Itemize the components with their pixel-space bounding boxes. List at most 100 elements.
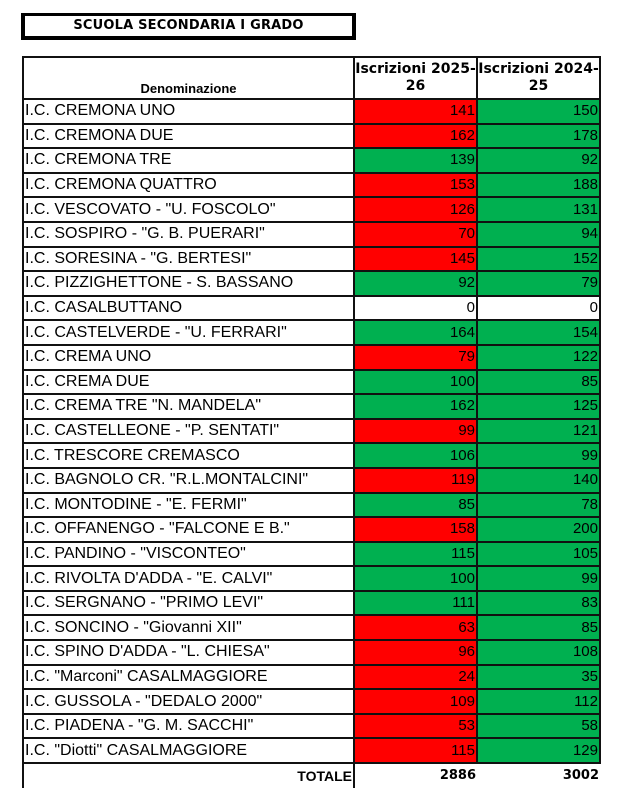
enrollment-2025-26: 158	[353, 516, 478, 543]
enrollment-2025-26: 85	[353, 491, 478, 519]
enrollment-2025-26: 109	[353, 688, 478, 715]
enrollment-2024-25: 150	[476, 98, 601, 125]
total-row: TOTALE 2886 3002	[22, 763, 600, 789]
table-row: I.C. PIZZIGHETTONE - S. BASSANO 92 79	[22, 270, 601, 297]
table-row: I.C. CASTELLEONE - "P. SENTATI" 99 121	[22, 417, 601, 445]
header-2025-26: Iscrizioni 2025-26	[353, 56, 478, 100]
enrollment-2025-26: 164	[353, 319, 478, 346]
enrollment-2024-25: 85	[476, 368, 601, 396]
school-name: I.C. CREMONA UNO	[22, 98, 355, 125]
enrollment-2024-25: 108	[476, 639, 601, 666]
enrollment-2024-25: 200	[476, 516, 601, 543]
table-row: I.C. CREMA TRE "N. MANDELA" 162 125	[22, 393, 601, 420]
school-name: I.C. RIVOLTA D'ADDA - "E. CALVI"	[22, 565, 355, 592]
table-row: I.C. SPINO D'ADDA - "L. CHIESA" 96 108	[22, 639, 601, 666]
enrollment-2025-26: 63	[353, 614, 478, 642]
table-row: I.C. OFFANENGO - "FALCONE E B." 158 200	[22, 516, 601, 543]
header-denominazione: Denominazione	[22, 56, 355, 100]
enrollment-2025-26: 79	[353, 343, 478, 371]
table-row: I.C. TRESCORE CREMASCO 106 99	[22, 442, 601, 469]
school-name: I.C. CASALBUTTANO	[22, 294, 355, 322]
enrollment-2025-26: 126	[353, 196, 478, 223]
enrollment-2025-26: 96	[353, 639, 478, 666]
school-name: I.C. PANDINO - "VISCONTEO"	[22, 540, 355, 568]
table-row: I.C. CREMONA DUE 162 178	[22, 122, 601, 150]
table-row: I.C. CASALBUTTANO 0 0	[22, 294, 601, 322]
school-name: I.C. SPINO D'ADDA - "L. CHIESA"	[22, 639, 355, 666]
table-row: I.C. "Marconi" CASALMAGGIORE 24 35	[22, 663, 601, 691]
school-name: I.C. SONCINO - "Giovanni XII"	[22, 614, 355, 642]
enrollment-2025-26: 115	[353, 540, 478, 568]
enrollment-2024-25: 154	[476, 319, 601, 346]
total-label: TOTALE	[22, 763, 355, 789]
total-2024-25: 3002	[562, 768, 599, 784]
school-name: I.C. TRESCORE CREMASCO	[22, 442, 355, 469]
school-name: I.C. CASTELLEONE - "P. SENTATI"	[22, 417, 355, 445]
enrollment-2024-25: 92	[476, 147, 601, 174]
enrollment-2024-25: 140	[476, 466, 601, 494]
enrollment-2025-26: 119	[353, 466, 478, 494]
table-row: I.C. SERGNANO - "PRIMO LEVI" 111 83	[22, 589, 601, 617]
school-name: I.C. CREMONA TRE	[22, 147, 355, 174]
school-name: I.C. SERGNANO - "PRIMO LEVI"	[22, 589, 355, 617]
school-name: I.C. CREMONA QUATTRO	[22, 171, 355, 199]
table-row: I.C. CREMA UNO 79 122	[22, 343, 601, 371]
enrollment-2024-25: 94	[476, 220, 601, 248]
school-name: I.C. GUSSOLA - "DEDALO 2000"	[22, 688, 355, 715]
table-row: I.C. GUSSOLA - "DEDALO 2000" 109 112	[22, 688, 601, 715]
header-2024-25-label: Iscrizioni 2024-25	[478, 61, 599, 94]
table-row: I.C. SONCINO - "Giovanni XII" 63 85	[22, 614, 601, 642]
header-2024-25: Iscrizioni 2024-25	[476, 56, 601, 100]
school-name: I.C. SOSPIRO - "G. B. PUERARI"	[22, 220, 355, 248]
enrollment-2024-25: 131	[476, 196, 601, 223]
table-row: I.C. BAGNOLO CR. "R.L.MONTALCINI" 119 140	[22, 466, 601, 494]
header-row: Denominazione Iscrizioni 2025-26 Iscrizi…	[22, 56, 601, 100]
school-name: I.C. CREMA UNO	[22, 343, 355, 371]
enrollment-2024-25: 58	[476, 712, 601, 740]
table-row: I.C. CASTELVERDE - "U. FERRARI" 164 154	[22, 319, 601, 346]
enrollment-2025-26: 24	[353, 663, 478, 691]
enrollment-2024-25: 79	[476, 270, 601, 297]
school-name: I.C. CASTELVERDE - "U. FERRARI"	[22, 319, 355, 346]
enrollment-2024-25: 188	[476, 171, 601, 199]
school-name: I.C. CREMA DUE	[22, 368, 355, 396]
enrollment-2024-25: 121	[476, 417, 601, 445]
enrollment-2024-25: 83	[476, 589, 601, 617]
enrollment-2025-26: 162	[353, 393, 478, 420]
enrollment-2025-26: 145	[353, 245, 478, 273]
enrollment-2024-25: 112	[476, 688, 601, 715]
school-name: I.C. SORESINA - "G. BERTESI"	[22, 245, 355, 273]
enrollment-2025-26: 53	[353, 712, 478, 740]
enrollment-2025-26: 100	[353, 368, 478, 396]
school-name: I.C. MONTODINE - "E. FERMI"	[22, 491, 355, 519]
enrollment-2025-26: 106	[353, 442, 478, 469]
total-2025-26: 2886	[439, 768, 476, 784]
school-name: I.C. OFFANENGO - "FALCONE E B."	[22, 516, 355, 543]
school-name: I.C. CREMA TRE "N. MANDELA"	[22, 393, 355, 420]
enrollment-2025-26: 139	[353, 147, 478, 174]
enrollment-2024-25: 78	[476, 491, 601, 519]
enrollment-2025-26: 115	[353, 737, 478, 765]
table-row: I.C. CREMONA QUATTRO 153 188	[22, 171, 601, 199]
table-row: I.C. VESCOVATO - "U. FOSCOLO" 126 131	[22, 196, 601, 223]
enrollment-2024-25: 122	[476, 343, 601, 371]
enrollment-2025-26: 153	[353, 171, 478, 199]
enrollment-2024-25: 99	[476, 442, 601, 469]
enrollment-2024-25: 125	[476, 393, 601, 420]
enrollment-2024-25: 85	[476, 614, 601, 642]
school-name: I.C. PIZZIGHETTONE - S. BASSANO	[22, 270, 355, 297]
school-name: I.C. BAGNOLO CR. "R.L.MONTALCINI"	[22, 466, 355, 494]
enrollment-2024-25: 0	[476, 294, 601, 322]
enrollment-table: Denominazione Iscrizioni 2025-26 Iscrizi…	[22, 56, 601, 789]
enrollment-2025-26: 92	[353, 270, 478, 297]
section-title: SCUOLA SECONDARIA I GRADO	[21, 13, 356, 40]
enrollment-2025-26: 100	[353, 565, 478, 592]
enrollment-2025-26: 162	[353, 122, 478, 150]
enrollment-2025-26: 99	[353, 417, 478, 445]
enrollment-2024-25: 105	[476, 540, 601, 568]
table-row: I.C. CREMA DUE 100 85	[22, 368, 601, 396]
school-name: I.C. "Diotti" CASALMAGGIORE	[22, 737, 355, 765]
table-row: I.C. SOSPIRO - "G. B. PUERARI" 70 94	[22, 220, 601, 248]
table-row: I.C. RIVOLTA D'ADDA - "E. CALVI" 100 99	[22, 565, 601, 592]
enrollment-2024-25: 129	[476, 737, 601, 765]
